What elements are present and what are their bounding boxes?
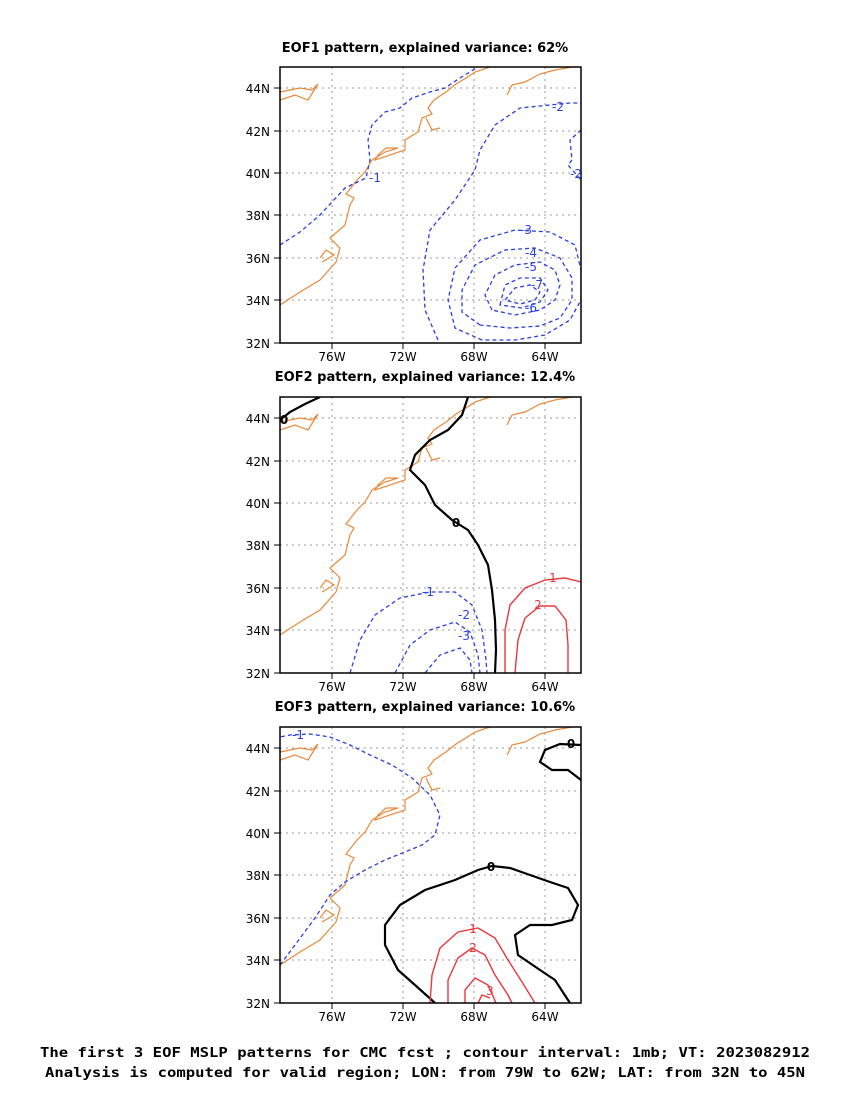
lat-tick-label: 36N: [246, 252, 270, 266]
panel-title: EOF2 pattern, explained variance: 12.4%: [275, 370, 575, 385]
lat-tick-label: 34N: [246, 294, 270, 308]
map-frame: [279, 66, 582, 344]
lat-tick-label: 42N: [246, 785, 270, 799]
contours-positive: [429, 927, 536, 1003]
lon-tick-labels: 76W 72W 68W 64W: [318, 350, 558, 364]
lat-tick-label: 32N: [246, 337, 270, 351]
lat-tick-label: 34N: [246, 954, 270, 968]
contour-labels: -1 0 0 1 2 3: [292, 728, 575, 998]
panel-eof1: EOF1 pattern, explained variance: 62%: [246, 41, 582, 364]
contour-label: 2: [534, 598, 542, 612]
lat-tick-label: 42N: [246, 455, 270, 469]
contour-label: 2: [469, 941, 477, 955]
contour-label: -1: [292, 728, 304, 742]
contours-negative: [280, 733, 441, 966]
map-frame: [279, 726, 582, 1004]
contour-label: -1: [369, 171, 381, 185]
lat-tick-label: 44N: [246, 82, 270, 96]
contours-negative: [280, 67, 581, 341]
lon-tick-label: 72W: [389, 350, 416, 364]
lon-tick-label: 64W: [531, 1010, 558, 1024]
lat-tick-label: 36N: [246, 912, 270, 926]
contour-label: -1: [422, 585, 434, 599]
contours-zero: [280, 397, 498, 673]
contour-label: -5: [525, 260, 537, 274]
contour-label: 0: [452, 516, 460, 530]
lat-tick-label: 38N: [246, 869, 270, 883]
panel-eof2: EOF2 pattern, explained variance: 12.4%: [246, 370, 582, 694]
contours-zero: [383, 742, 581, 1003]
tick-marks: [274, 417, 546, 679]
lon-tick-label: 76W: [318, 680, 345, 694]
lon-tick-label: 64W: [531, 350, 558, 364]
lon-tick-label: 72W: [389, 680, 416, 694]
lon-tick-labels: 76W 72W 68W 64W: [318, 680, 558, 694]
caption-line-2: Analysis is computed for valid region; L…: [45, 1066, 805, 1081]
lat-tick-label: 32N: [246, 667, 270, 681]
lon-tick-label: 76W: [318, 1010, 345, 1024]
contour-labels: -1 -2 -2 -3 -4 -5 -7 -6: [369, 100, 582, 315]
contour-label: 1: [549, 571, 557, 585]
contour-label: -2: [552, 100, 564, 114]
lat-tick-labels: 44N 42N 40N 38N 36N 34N 32N: [246, 742, 270, 1011]
contour-label: 0: [487, 860, 495, 874]
contour-label: -3: [458, 629, 470, 643]
lat-tick-label: 38N: [246, 539, 270, 553]
lat-tick-label: 40N: [246, 497, 270, 511]
contour-label: -2: [458, 608, 470, 622]
lat-tick-label: 32N: [246, 997, 270, 1011]
lat-tick-labels: 44N 42N 40N 38N 36N 34N 32N: [246, 412, 270, 681]
contour-label: 1: [469, 922, 477, 936]
lon-tick-label: 76W: [318, 350, 345, 364]
lat-tick-marks: [274, 87, 546, 349]
coastline: [280, 67, 573, 306]
tick-marks: [274, 747, 546, 1009]
lon-tick-labels: 76W 72W 68W 64W: [318, 1010, 558, 1024]
panel-title: EOF3 pattern, explained variance: 10.6%: [275, 700, 575, 715]
contour-labels: 0 0 -1 -2 -3 1 2: [280, 413, 557, 643]
gridlines: [280, 67, 581, 343]
caption-line-1: The first 3 EOF MSLP patterns for CMC fc…: [40, 1046, 810, 1061]
lon-tick-label: 68W: [460, 350, 487, 364]
lon-tick-label: 64W: [531, 680, 558, 694]
contours-negative: [349, 591, 488, 673]
contour-label: -4: [525, 246, 537, 260]
lat-tick-label: 44N: [246, 742, 270, 756]
lat-tick-label: 42N: [246, 125, 270, 139]
map-frame: [279, 396, 582, 674]
lon-tick-label: 72W: [389, 1010, 416, 1024]
lat-tick-label: 34N: [246, 624, 270, 638]
lon-tick-label: 68W: [460, 680, 487, 694]
contour-label: -6: [525, 301, 537, 315]
lon-tick-label: 68W: [460, 1010, 487, 1024]
lat-tick-label: 36N: [246, 582, 270, 596]
panel-title: EOF1 pattern, explained variance: 62%: [282, 41, 568, 56]
gridlines: [280, 727, 581, 1003]
lat-tick-label: 40N: [246, 827, 270, 841]
figure-caption: The first 3 EOF MSLP patterns for CMC fc…: [40, 1046, 810, 1081]
lat-tick-labels: 44N 42N 40N 38N 36N 34N 32N: [246, 82, 270, 351]
contour-label: 0: [280, 413, 288, 427]
contours-positive: [504, 577, 581, 673]
contour-label: 0: [567, 737, 575, 751]
contour-label: -3: [520, 223, 532, 237]
coastline: [280, 397, 573, 636]
panel-eof3: EOF3 pattern, explained variance: 10.6%: [246, 700, 582, 1024]
contour-label: -2: [570, 167, 582, 181]
lat-tick-label: 40N: [246, 167, 270, 181]
lat-tick-label: 44N: [246, 412, 270, 426]
contour-label: 3: [486, 984, 494, 998]
coastline: [280, 727, 573, 966]
contour-label: -7: [531, 278, 543, 292]
lat-tick-label: 38N: [246, 209, 270, 223]
gridlines: [280, 397, 581, 673]
